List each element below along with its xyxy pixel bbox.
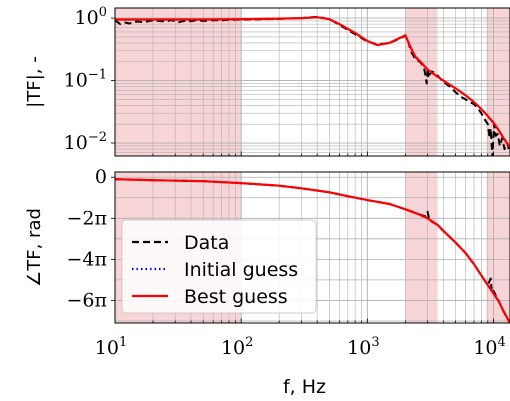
x-axis-label: f, Hz bbox=[283, 376, 326, 398]
shaded-band bbox=[405, 8, 438, 156]
shaded-band bbox=[486, 172, 510, 323]
legend-box bbox=[121, 219, 317, 314]
y-tick-label: −6π bbox=[67, 289, 108, 311]
panel-0-plot-area bbox=[115, 8, 510, 156]
shaded-band bbox=[486, 8, 510, 156]
panel-0-ylabel: |TF|, - bbox=[24, 56, 45, 107]
y-tick-label: 100 bbox=[75, 5, 107, 29]
legend-label: Best guess bbox=[184, 286, 288, 308]
panel-1-frame bbox=[114, 171, 510, 324]
shaded-band bbox=[405, 172, 438, 323]
panel-1-ylabel: ∠TF, rad bbox=[24, 208, 45, 287]
panel-0-frame bbox=[114, 7, 510, 157]
series-best-guess-line bbox=[115, 178, 510, 323]
x-tick-label: 103 bbox=[347, 335, 379, 359]
legend-label: Initial guess bbox=[184, 259, 298, 281]
y-tick-label: −4π bbox=[67, 248, 108, 270]
y-tick-label: 10−2 bbox=[64, 130, 107, 154]
y-tick-label: 0 bbox=[95, 166, 107, 188]
x-tick-label: 101 bbox=[95, 335, 127, 359]
y-tick-label: 10−1 bbox=[64, 68, 107, 92]
legend: Data Initial guess Best guess bbox=[121, 219, 317, 314]
series-best-guess-line bbox=[115, 16, 510, 149]
y-tick-label: −2π bbox=[67, 207, 108, 229]
x-tick-label: 104 bbox=[473, 335, 505, 359]
x-tick-label: 102 bbox=[221, 335, 253, 359]
legend-label: Data bbox=[184, 232, 229, 254]
shaded-band bbox=[115, 8, 242, 156]
